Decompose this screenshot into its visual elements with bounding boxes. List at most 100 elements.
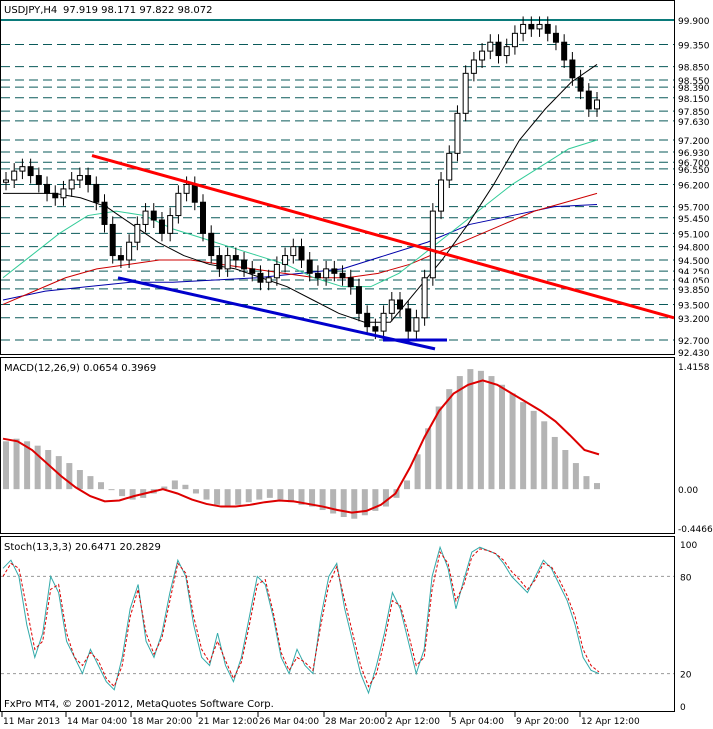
macd-histogram-bar <box>414 454 421 490</box>
candle-body <box>232 255 239 261</box>
candle-body <box>183 183 190 194</box>
macd-histogram-bar <box>119 489 126 497</box>
time-tick-label: 21 Mar 12:00 <box>198 717 258 727</box>
macd-histogram-bar <box>108 489 115 491</box>
price-tick-label: 97.850 <box>678 108 710 118</box>
candle-body <box>249 268 256 274</box>
candle-body <box>421 277 428 319</box>
price-tick-label: 99.350 <box>678 41 710 51</box>
candle-body <box>109 223 116 257</box>
price-tick-label: 98.150 <box>678 95 710 105</box>
candle-body <box>454 112 461 154</box>
macd-tick-label: -0.4466 <box>678 525 713 535</box>
price-tick-label: 96.550 <box>678 166 710 176</box>
stochastic-panel: 100 80 20 0 <box>1 541 697 713</box>
candle-body <box>323 268 330 279</box>
macd-histogram-bar <box>425 428 432 490</box>
red-trendline <box>91 154 675 320</box>
candle-body <box>495 41 502 57</box>
macd-histogram-bar <box>477 370 484 490</box>
stoch-tick-label: 0 <box>680 703 686 713</box>
macd-histogram-bar <box>340 489 347 517</box>
macd-histogram-bar <box>266 489 273 498</box>
price-tick-bg <box>676 14 713 26</box>
macd-histogram-bar <box>562 450 569 490</box>
candle-body <box>331 268 338 274</box>
macd-histogram-bar <box>509 393 516 490</box>
candle-body <box>150 210 157 221</box>
price-tick-bg <box>676 200 713 213</box>
candle-body <box>536 23 543 30</box>
candle-body <box>52 192 59 199</box>
macd-histogram-bar <box>456 376 463 490</box>
macd-panel: 1.4158 0.00 -0.4466 <box>2 363 713 535</box>
candle-body <box>528 23 535 30</box>
candle-body <box>3 179 9 183</box>
candle-body <box>290 246 297 257</box>
price-tick-label: 97.200 <box>678 137 710 147</box>
macd-histogram-bar <box>171 480 178 490</box>
price-tick-label: 96.700 <box>678 159 710 169</box>
candle-body <box>142 210 149 225</box>
macd-histogram-bar <box>520 402 527 490</box>
candle-body <box>11 170 18 181</box>
macd-histogram-bar <box>97 482 104 490</box>
candle-body <box>413 317 420 332</box>
candle-body <box>552 32 559 43</box>
macd-histogram-bar <box>298 489 305 505</box>
copyright-footer: FxPro MT4, © 2001-2012, MetaQuotes Softw… <box>4 699 274 710</box>
macd-histogram-bar <box>583 476 590 490</box>
price-tick-bg <box>676 156 713 169</box>
ma-black-line <box>3 64 598 323</box>
price-tick-label: 94.250 <box>678 268 710 278</box>
price-panel-frame <box>0 0 675 355</box>
macd-histogram-bar <box>572 463 579 490</box>
price-tick-bg <box>676 105 713 118</box>
macd-histogram-bar <box>76 470 83 490</box>
macd-histogram-bar <box>235 489 242 505</box>
macd-histogram-bar <box>499 384 506 490</box>
macd-histogram-bar <box>361 489 368 516</box>
macd-histogram-bar <box>435 406 442 490</box>
macd-histogram-bar <box>530 410 537 490</box>
price-tick-label: 99.900 <box>678 17 710 27</box>
price-tick-label: 97.630 <box>678 118 710 128</box>
candle-body <box>35 175 42 185</box>
candle-body <box>577 77 584 92</box>
price-tick-bg <box>676 282 713 295</box>
macd-histogram-bar <box>55 456 62 490</box>
macd-histogram-bar <box>24 441 31 490</box>
macd-histogram-bar <box>594 483 600 490</box>
candle-body <box>273 263 280 279</box>
macd-histogram-bar <box>309 489 316 507</box>
candle-body <box>511 32 518 48</box>
macd-tick-label: 0.00 <box>678 486 698 496</box>
macd-histogram-bar <box>66 463 73 490</box>
candle-body <box>446 152 453 181</box>
candle-body <box>594 99 600 110</box>
price-tick-bg <box>676 60 713 73</box>
candle-body <box>479 50 486 61</box>
candle-body <box>241 259 248 270</box>
macd-histogram-bar <box>161 486 168 490</box>
candle-body <box>347 277 354 288</box>
macd-header: MACD(12,26,9) 0.0654 0.3969 <box>4 363 156 374</box>
macd-signal-line <box>2 379 600 514</box>
candle-body <box>117 255 124 261</box>
price-tick-label: 95.100 <box>678 230 710 240</box>
price-tick-label: 92.700 <box>678 337 710 347</box>
candle-body <box>397 299 403 310</box>
price-tick-label: 98.390 <box>678 84 710 94</box>
macd-histogram-bar <box>372 489 379 511</box>
price-tick-bg <box>676 38 713 51</box>
macd-histogram-bar <box>214 489 221 505</box>
macd-histogram-bar <box>34 445 41 490</box>
macd-histogram-bar <box>351 489 358 519</box>
time-tick-label: 28 Mar 20:00 <box>325 717 385 727</box>
ma-red-line <box>2 192 598 305</box>
price-tick-bg <box>676 211 713 224</box>
candle-body <box>462 72 469 114</box>
price-tick-label: 94.800 <box>678 244 710 254</box>
macd-histogram-bar <box>45 450 52 490</box>
candle-body <box>364 312 371 328</box>
